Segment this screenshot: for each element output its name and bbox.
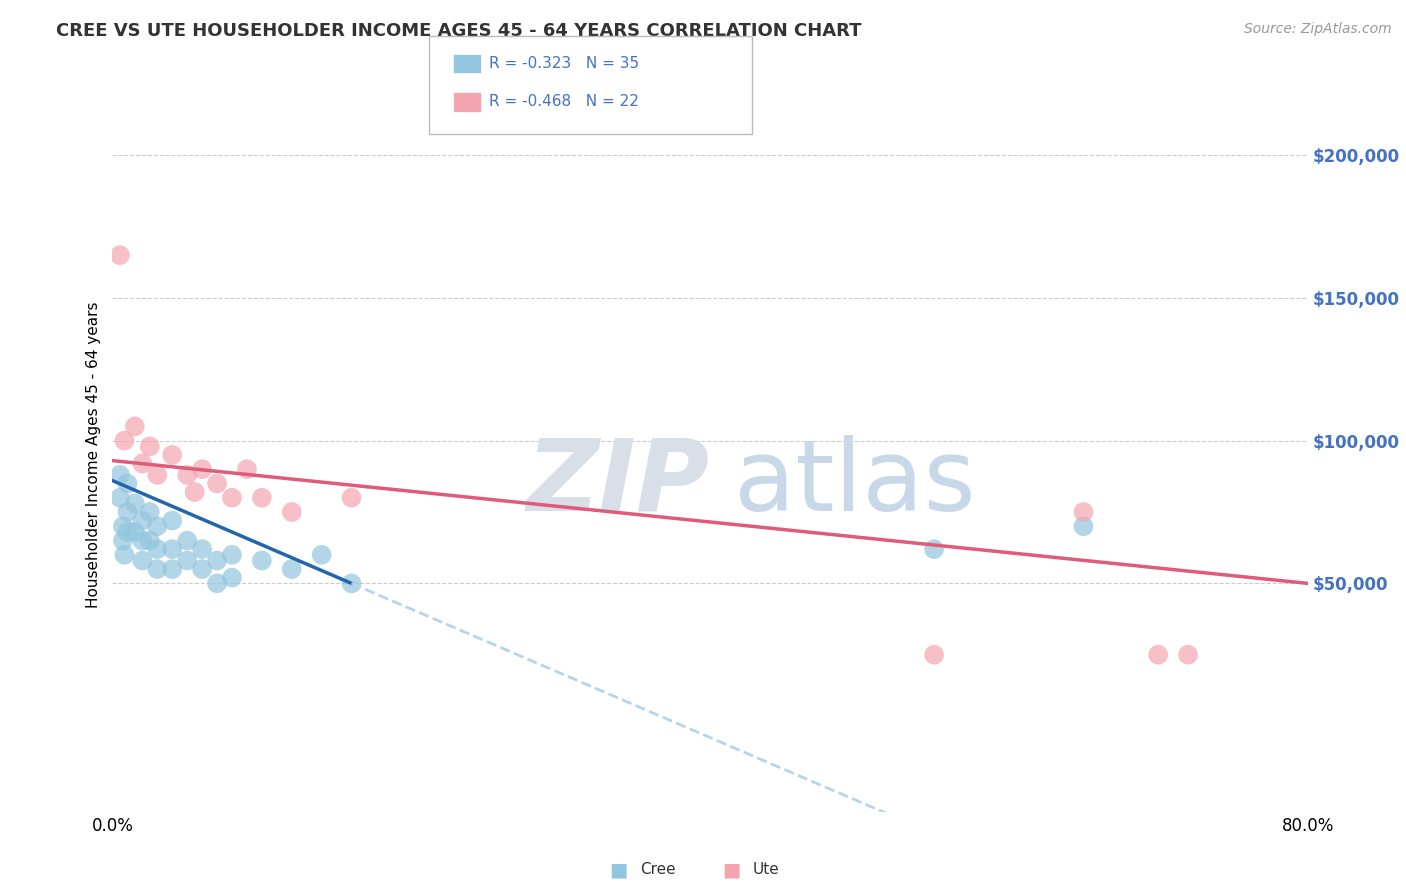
Text: ZIP: ZIP	[527, 435, 710, 532]
Point	[1073, 519, 1095, 533]
Point	[124, 419, 146, 434]
Text: Source: ZipAtlas.com: Source: ZipAtlas.com	[1244, 22, 1392, 37]
Point	[111, 519, 134, 533]
Text: Cree: Cree	[640, 863, 675, 877]
Point	[146, 542, 169, 557]
Text: Ute: Ute	[752, 863, 779, 877]
Point	[117, 505, 139, 519]
Point	[146, 519, 169, 533]
Point	[176, 467, 198, 482]
Point	[139, 533, 162, 548]
Point	[162, 542, 183, 557]
Point	[162, 562, 183, 576]
Point	[281, 562, 304, 576]
Point	[221, 571, 243, 585]
Point	[1147, 648, 1170, 662]
Point	[340, 576, 363, 591]
Point	[1177, 648, 1199, 662]
Point	[124, 496, 146, 510]
Point	[114, 434, 135, 448]
Point	[191, 462, 214, 476]
Point	[922, 542, 945, 557]
Text: ■: ■	[609, 860, 628, 880]
Point	[162, 514, 183, 528]
Point	[205, 476, 228, 491]
Point	[117, 476, 139, 491]
Point	[236, 462, 259, 476]
Point	[146, 467, 169, 482]
Point	[131, 553, 153, 567]
Point	[176, 533, 198, 548]
Point	[183, 485, 205, 500]
Point	[281, 505, 304, 519]
Point	[221, 548, 243, 562]
Point	[250, 491, 273, 505]
Point	[117, 524, 139, 539]
Point	[108, 491, 131, 505]
Point	[1073, 505, 1095, 519]
Text: ■: ■	[721, 860, 741, 880]
Point	[340, 491, 363, 505]
Point	[221, 491, 243, 505]
Point	[114, 548, 135, 562]
Point	[108, 467, 131, 482]
Point	[205, 576, 228, 591]
Text: CREE VS UTE HOUSEHOLDER INCOME AGES 45 - 64 YEARS CORRELATION CHART: CREE VS UTE HOUSEHOLDER INCOME AGES 45 -…	[56, 22, 862, 40]
Point	[191, 542, 214, 557]
Text: atlas: atlas	[734, 435, 976, 532]
Point	[146, 562, 169, 576]
Point	[131, 457, 153, 471]
Point	[139, 439, 162, 453]
Point	[162, 448, 183, 462]
Point	[922, 648, 945, 662]
Y-axis label: Householder Income Ages 45 - 64 years: Householder Income Ages 45 - 64 years	[86, 301, 101, 608]
Point	[205, 553, 228, 567]
Point	[124, 524, 146, 539]
Point	[191, 562, 214, 576]
Point	[311, 548, 333, 562]
Point	[108, 248, 131, 262]
Point	[176, 553, 198, 567]
Point	[250, 553, 273, 567]
Text: R = -0.323   N = 35: R = -0.323 N = 35	[489, 56, 640, 70]
Point	[139, 505, 162, 519]
Point	[131, 514, 153, 528]
Point	[111, 533, 134, 548]
Text: R = -0.468   N = 22: R = -0.468 N = 22	[489, 95, 640, 109]
Point	[131, 533, 153, 548]
